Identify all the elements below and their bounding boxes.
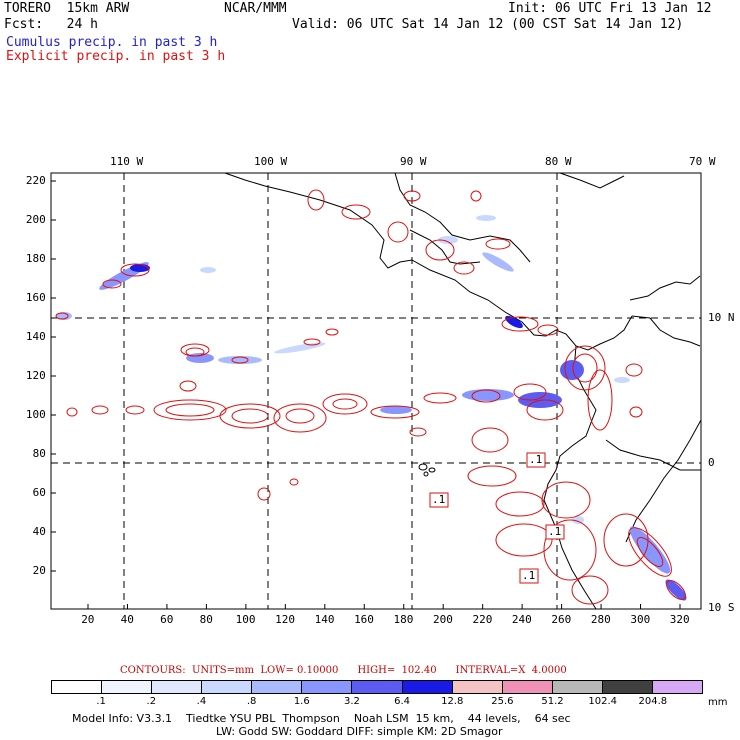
y-tick-label: 140 xyxy=(25,330,46,343)
contour-info: CONTOURS: UNITS=mm LOW= 0.10000 HIGH= 10… xyxy=(120,665,567,676)
lon-label-80w: 80 W xyxy=(545,155,572,168)
contour-label: .1 xyxy=(432,493,446,506)
colorbar-swatch xyxy=(102,681,153,693)
colorbar-label: 6.4 xyxy=(394,696,411,707)
x-tick-label: 120 xyxy=(275,613,295,626)
colorbar-label: .8 xyxy=(246,696,257,707)
colorbar-label: .4 xyxy=(196,696,207,707)
colorbar-swatch xyxy=(352,681,403,693)
x-tick-label: 160 xyxy=(354,613,374,626)
lon-label-110w: 110 W xyxy=(110,155,144,168)
cumulus-legend: Cumulus precip. in past 3 h xyxy=(6,35,218,50)
precip-colorbar xyxy=(51,680,703,694)
galapagos-islands xyxy=(418,463,436,477)
axis-ticks xyxy=(51,180,681,609)
colorbar-swatch xyxy=(302,681,353,693)
model-title: TORERO 15km ARW xyxy=(4,1,130,16)
lat-label-0: 0 xyxy=(708,456,715,469)
y-tick-label: 60 xyxy=(32,486,46,499)
colorbar-swatch xyxy=(252,681,303,693)
x-tick-label: 40 xyxy=(120,613,134,626)
contour-label-boxes xyxy=(429,452,565,584)
colorbar-label: .2 xyxy=(146,696,157,707)
colorbar-label: .1 xyxy=(96,696,106,707)
x-tick-label: 100 xyxy=(235,613,256,626)
x-tick-label: 320 xyxy=(669,613,690,626)
x-tick-label: 140 xyxy=(314,613,335,626)
x-tick-label: 300 xyxy=(630,613,651,626)
colorbar-swatch xyxy=(402,681,453,693)
x-tick-label: 280 xyxy=(590,613,611,626)
y-tick-label: 100 xyxy=(25,408,46,421)
y-tick-label: 180 xyxy=(25,252,46,265)
organization: NCAR/MMM xyxy=(224,1,287,16)
lat-label-10s: 10 S xyxy=(708,601,735,614)
model-info-line1: Model Info: V3.3.1 Tiedtke YSU PBL Thomp… xyxy=(72,712,571,725)
x-tick-label: 240 xyxy=(511,613,532,626)
explicit-legend: Explicit precip. in past 3 h xyxy=(6,49,226,64)
y-tick-label: 120 xyxy=(25,369,46,382)
lat-label-10n: 10 N xyxy=(708,311,735,324)
colorbar-swatch xyxy=(452,681,503,693)
contour-label: .1 xyxy=(529,453,543,466)
model-info-line2: LW: Godd SW: Goddard DIFF: simple KM: 2D… xyxy=(216,725,503,738)
x-tick-label: 20 xyxy=(81,613,95,626)
colorbar-label: 51.2 xyxy=(541,696,564,707)
lon-label-70w: 70 W xyxy=(689,155,716,168)
y-tick-label: 80 xyxy=(32,447,46,460)
contour-label: .1 xyxy=(548,525,562,538)
explicit-precip-contours xyxy=(55,189,686,605)
cumulus-precip xyxy=(56,215,687,601)
x-tick-label: 60 xyxy=(160,613,174,626)
colorbar-swatch xyxy=(502,681,553,693)
colorbar-label: 102.4 xyxy=(588,696,618,707)
init-time: Init: 06 UTC Fri 13 Jan 12 xyxy=(508,1,712,16)
x-tick-label: 260 xyxy=(551,613,572,626)
y-tick-label: 40 xyxy=(32,525,46,538)
valid-time: Valid: 06 UTC Sat 14 Jan 12 (00 CST Sat … xyxy=(292,17,684,32)
y-tick-label: 220 xyxy=(25,174,46,187)
forecast-hour: Fcst: 24 h xyxy=(4,17,98,32)
colorbar-label: 3.2 xyxy=(343,696,360,707)
colorbar-swatch xyxy=(152,681,203,693)
colorbar-label: 12.8 xyxy=(441,696,464,707)
colorbar-swatch xyxy=(552,681,603,693)
colorbar-label: 25.6 xyxy=(491,696,514,707)
colorbar-unit: mm xyxy=(708,697,728,708)
contour-label: .1 xyxy=(522,569,536,582)
y-tick-label: 20 xyxy=(32,564,46,577)
lon-label-90w: 90 W xyxy=(400,155,427,168)
colorbar-swatch xyxy=(52,681,103,693)
x-tick-label: 200 xyxy=(433,613,453,626)
colorbar-label: 1.6 xyxy=(293,696,310,707)
lat-lon-grid xyxy=(51,173,701,609)
x-tick-label: 220 xyxy=(472,613,493,626)
y-tick-label: 200 xyxy=(25,213,46,226)
map-frame xyxy=(50,172,702,610)
lon-label-100w: 100 W xyxy=(254,155,288,168)
x-tick-label: 80 xyxy=(199,613,213,626)
x-tick-label: 180 xyxy=(393,613,414,626)
colorbar-swatch xyxy=(652,681,703,693)
coastlines xyxy=(224,172,702,610)
colorbar-label: 204.8 xyxy=(638,696,668,707)
colorbar-swatch xyxy=(602,681,653,693)
y-tick-label: 160 xyxy=(25,291,46,304)
colorbar-swatch xyxy=(202,681,253,693)
